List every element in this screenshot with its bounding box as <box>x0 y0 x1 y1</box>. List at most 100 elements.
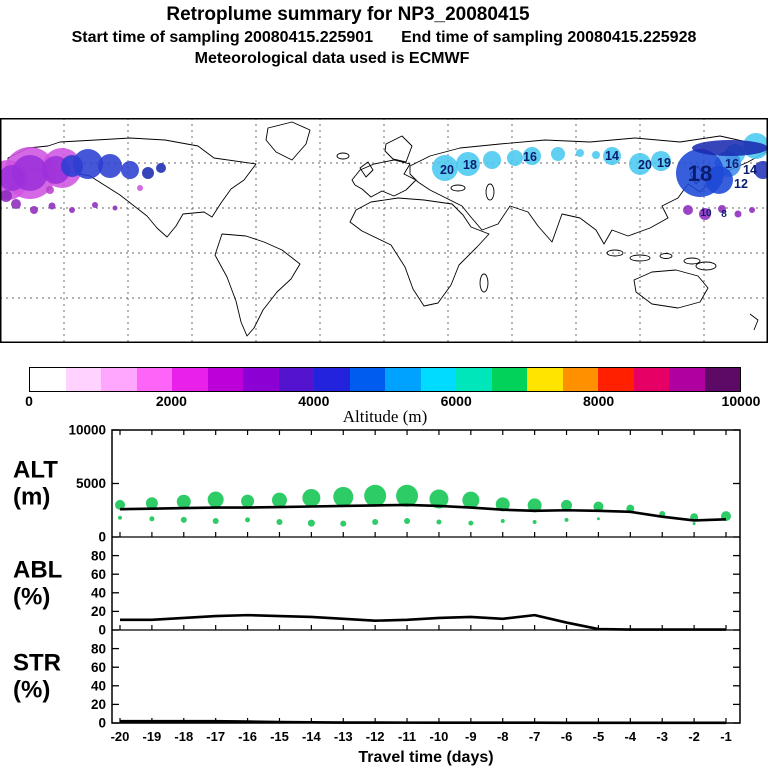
y-tick-label: 0 <box>98 716 106 731</box>
plume-blob <box>456 152 480 176</box>
plume-blob <box>121 161 139 179</box>
colorbar-segment <box>669 368 705 391</box>
colorbar-gradient <box>29 367 741 392</box>
y-tick-label: 0 <box>98 530 106 545</box>
coastline-sulawesi <box>683 257 701 265</box>
colorbar-ticks: 0 2000 4000 6000 8000 10000 <box>25 392 760 409</box>
alt-dot <box>118 515 122 520</box>
alt-dot <box>692 522 696 526</box>
x-tick-label: -13 <box>334 729 353 744</box>
time-series-panels: 0500010000ALT(m)020406080ABL(%)020406080… <box>13 423 741 766</box>
alt-bubble <box>333 486 354 507</box>
alt-dot <box>500 518 505 523</box>
plume-blob <box>483 151 501 169</box>
alt-bubble <box>593 501 604 512</box>
plume-blob <box>749 207 755 213</box>
y-tick-label: 20 <box>91 697 106 712</box>
plume-blob <box>603 147 621 165</box>
alt-bubble <box>561 499 573 511</box>
sampling-start-time: Start time of sampling 20080415.225901 <box>71 29 374 46</box>
colorbar-segment <box>172 368 208 391</box>
alt-bubble <box>495 497 510 512</box>
coastline-africa <box>349 197 490 307</box>
colorbar-segment <box>420 368 456 391</box>
alt-dot <box>532 520 537 525</box>
x-tick-label: -8 <box>497 729 509 744</box>
colorbar-segment <box>101 368 137 391</box>
y-tick-label: 5000 <box>76 476 106 491</box>
x-tick-label: -20 <box>111 729 130 744</box>
alt-dot <box>564 517 569 522</box>
x-tick-label: -7 <box>529 729 541 744</box>
y-tick-label: 60 <box>91 567 106 582</box>
coastline-java <box>629 254 651 262</box>
coastline-black-sea <box>450 184 466 192</box>
alt-bubble <box>364 484 387 507</box>
coastline-new-guinea <box>695 261 717 271</box>
plume-day-label: 16 <box>725 157 739 171</box>
x-tick-label: -9 <box>465 729 477 744</box>
alt-bubble <box>396 484 419 507</box>
y-tick-label: 80 <box>91 548 106 563</box>
panel-unit-label: (m) <box>13 484 50 511</box>
plume-blob <box>651 151 671 171</box>
plume-day-label: 19 <box>657 156 671 170</box>
coastline-australia <box>633 269 709 309</box>
plume-day-label: 10 <box>700 208 712 219</box>
x-tick-label: -14 <box>302 729 322 744</box>
alt-dot <box>245 517 251 523</box>
coastline-caspian-sea <box>485 183 495 201</box>
alt-bubble <box>271 492 287 508</box>
colorbar-segment <box>527 368 563 391</box>
plume-blob <box>156 163 166 173</box>
alt-bubble <box>429 489 449 509</box>
coastline-iceland <box>336 152 350 160</box>
alt-dot <box>404 517 411 524</box>
coastlines <box>7 121 767 337</box>
plume-blob <box>112 205 118 211</box>
alt-bubble <box>241 494 255 508</box>
alt-bubble <box>176 494 191 509</box>
colorbar-segment <box>456 368 492 391</box>
x-tick-label: -6 <box>561 729 573 744</box>
panel-unit-label: (%) <box>13 677 50 704</box>
y-tick-label: 60 <box>91 660 106 675</box>
alt-dot <box>596 517 600 521</box>
plume-blob <box>92 202 98 208</box>
page-title: Retroplume summary for NP3_20080415 <box>166 4 530 25</box>
plume-day-label: 20 <box>638 158 652 172</box>
sampling-end-time: End time of sampling 20080415.225928 <box>401 29 697 46</box>
coastline-new-zealand <box>749 313 759 331</box>
colorbar-segment <box>704 368 740 391</box>
coastline-north-america <box>7 137 257 238</box>
x-tick-label: -11 <box>398 729 416 744</box>
colorbar-segment <box>65 368 101 391</box>
coastline-greenland <box>265 121 311 161</box>
plume-blob <box>718 205 726 213</box>
met-data-line: Meteorological data used is ECMWF <box>194 50 470 67</box>
plume-blob <box>0 190 12 202</box>
plume-day-label: 18 <box>463 158 477 172</box>
alt-dot <box>372 519 379 526</box>
y-tick-label: 20 <box>91 604 106 619</box>
x-tick-label: -17 <box>206 729 225 744</box>
plume-day-label: 16 <box>523 150 537 164</box>
plume-blob <box>576 149 584 157</box>
plume-blob <box>48 202 56 210</box>
alt-bubble <box>145 497 158 510</box>
plume-blobs <box>0 133 768 220</box>
plume-blob <box>46 186 54 194</box>
plume-blob <box>592 151 600 159</box>
plume-blob <box>551 147 565 161</box>
colorbar-segment <box>136 368 172 391</box>
panel-unit-label: (%) <box>13 584 50 611</box>
colorbar-tick-label: 2000 <box>155 393 187 409</box>
colorbar-segment <box>349 368 385 391</box>
plume-blob <box>629 153 651 175</box>
plume-blob <box>692 140 768 156</box>
plume-blob <box>507 150 523 166</box>
plume-day-label: 14 <box>605 149 619 163</box>
plume-blob <box>683 205 693 215</box>
colorbar-tick-label: 0 <box>25 393 33 409</box>
